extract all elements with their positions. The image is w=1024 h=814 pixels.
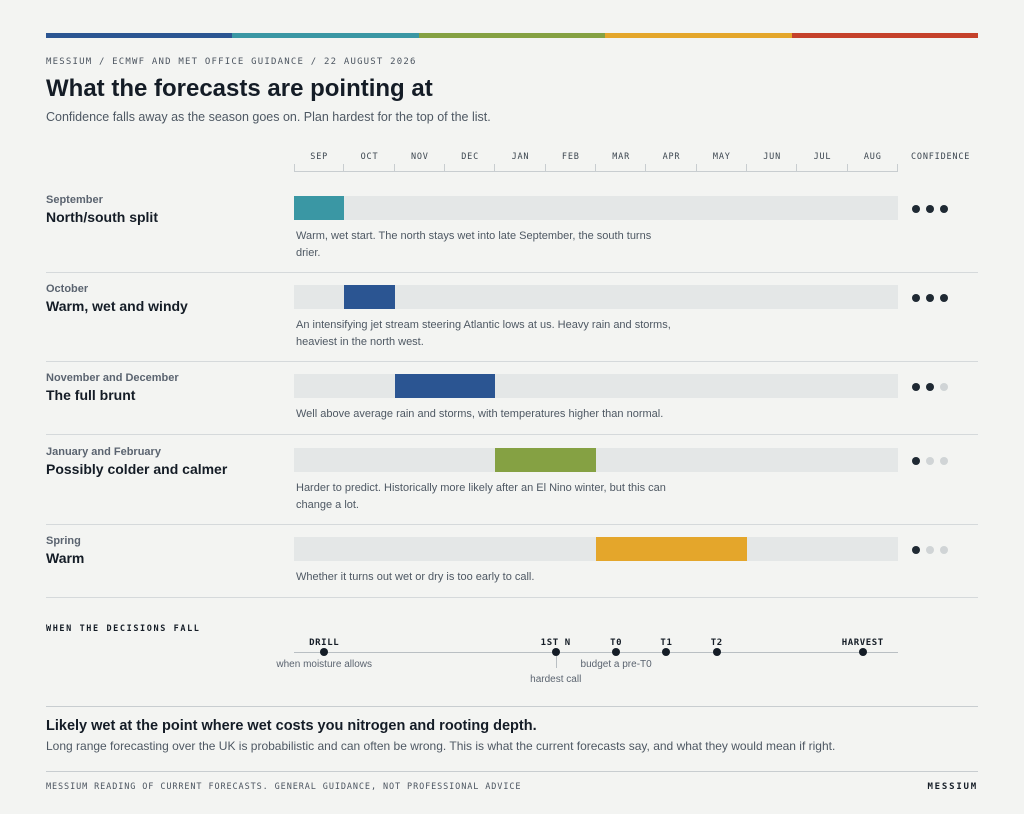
decision-marker [662, 648, 671, 656]
forecast-bar [596, 537, 747, 561]
color-stripe-segment [791, 33, 979, 38]
month-tick-label: MAR [596, 152, 647, 172]
confidence-dots [912, 546, 948, 554]
row-divider [46, 434, 978, 435]
takeaway-subtitle: Long range forecasting over the UK is pr… [46, 739, 836, 753]
decision-label: T0 [610, 638, 623, 648]
decision-label: T2 [710, 638, 723, 648]
confidence-dot [940, 383, 948, 391]
forecast-track [294, 448, 898, 472]
footer-note: MESSIUM READING OF CURRENT FORECASTS. GE… [46, 782, 522, 792]
forecast-description: Harder to predict. Historically more lik… [296, 482, 666, 511]
month-tick-label: DEC [445, 152, 496, 172]
forecast-name: Possibly colder and calmer [46, 461, 228, 477]
confidence-dot [940, 294, 948, 302]
forecast-period: September [46, 194, 103, 206]
decision-marker [712, 648, 721, 656]
color-stripe-segment [418, 33, 606, 38]
month-tick-label: JAN [495, 152, 546, 172]
forecast-description: Well above average rain and storms, with… [296, 408, 664, 420]
forecast-description: Warm, wet start. The north stays wet int… [296, 230, 652, 259]
forecast-track [294, 537, 898, 561]
confidence-dot [912, 383, 920, 391]
color-stripe-segment [605, 33, 792, 38]
forecast-name: North/south split [46, 209, 158, 225]
forecast-period: Spring [46, 535, 81, 547]
forecast-bar [394, 374, 496, 398]
decision-marker [320, 648, 329, 656]
decision-label: DRILL [309, 638, 340, 648]
confidence-dot [926, 457, 934, 465]
month-axis: SEP OCT NOV DEC JAN FEB MAR APR MAY JUN JUL AUG [294, 152, 899, 172]
confidence-dot [912, 205, 920, 213]
month-tick-label: NOV [395, 152, 446, 172]
forecast-track [294, 285, 898, 309]
month-tick-label: OCT [344, 152, 395, 172]
month-tick-label: MAY [697, 152, 748, 172]
forecast-period: October [46, 283, 89, 295]
decision-label: HARVEST [841, 638, 884, 648]
month-tick-label: APR [646, 152, 697, 172]
decision-note: hardest call [530, 674, 582, 685]
row-divider [46, 272, 978, 273]
confidence-dot [912, 294, 920, 302]
row-divider [46, 597, 978, 598]
color-stripe-segment [232, 33, 419, 38]
color-stripe [46, 33, 979, 38]
month-tick-label: JUN [747, 152, 798, 172]
month-tick-label: JUL [797, 152, 848, 172]
decision-note: when moisture allows [276, 659, 372, 670]
confidence-dot [912, 457, 920, 465]
confidence-dot [926, 383, 934, 391]
divider [46, 706, 978, 707]
decision-note: budget a pre-T0 [580, 659, 652, 670]
confidence-dot [912, 546, 920, 554]
brand-logo: MESSIUM [927, 782, 978, 792]
row-divider [46, 524, 978, 525]
confidence-dots [912, 457, 948, 465]
forecast-period: November and December [46, 372, 179, 384]
confidence-dots [912, 383, 948, 391]
decisions-timeline [294, 652, 898, 653]
confidence-dot [940, 205, 948, 213]
color-stripe-segment [46, 33, 233, 38]
forecast-description: An intensifying jet stream steering Atla… [296, 319, 671, 348]
confidence-dot [940, 457, 948, 465]
decision-label: T1 [660, 638, 673, 648]
decision-marker [612, 648, 621, 656]
forecast-track [294, 374, 898, 398]
forecast-name: The full brunt [46, 387, 136, 403]
confidence-dots [912, 205, 948, 213]
confidence-header: CONFIDENCE [911, 152, 971, 162]
forecast-period: January and February [46, 446, 161, 458]
forecast-bar [344, 285, 395, 309]
kicker: MESSIUM / ECMWF AND MET OFFICE GUIDANCE … [46, 57, 417, 67]
month-tick-label: SEP [294, 152, 345, 172]
month-tick-label: FEB [546, 152, 597, 172]
forecast-bar [294, 196, 345, 220]
decision-stem [555, 656, 557, 668]
confidence-dots [912, 294, 948, 302]
decision-label: 1ST N [540, 638, 571, 648]
decision-marker [551, 648, 560, 656]
confidence-dot [926, 294, 934, 302]
confidence-dot [940, 546, 948, 554]
confidence-dot [926, 546, 934, 554]
month-tick-label: AUG [848, 152, 899, 172]
forecast-description: Whether it turns out wet or dry is too e… [296, 571, 535, 583]
divider [46, 771, 978, 772]
confidence-dot [926, 205, 934, 213]
forecast-bar [495, 448, 596, 472]
page-subtitle: Confidence falls away as the season goes… [46, 110, 491, 124]
takeaway-title: Likely wet at the point where wet costs … [46, 718, 537, 734]
month-axis-rule [294, 171, 898, 172]
decision-marker [858, 648, 867, 656]
decisions-heading: WHEN THE DECISIONS FALL [46, 624, 201, 634]
forecast-name: Warm, wet and windy [46, 298, 188, 314]
page-title: What the forecasts are pointing at [46, 75, 433, 102]
forecast-name: Warm [46, 550, 85, 566]
row-divider [46, 361, 978, 362]
forecast-track [294, 196, 898, 220]
